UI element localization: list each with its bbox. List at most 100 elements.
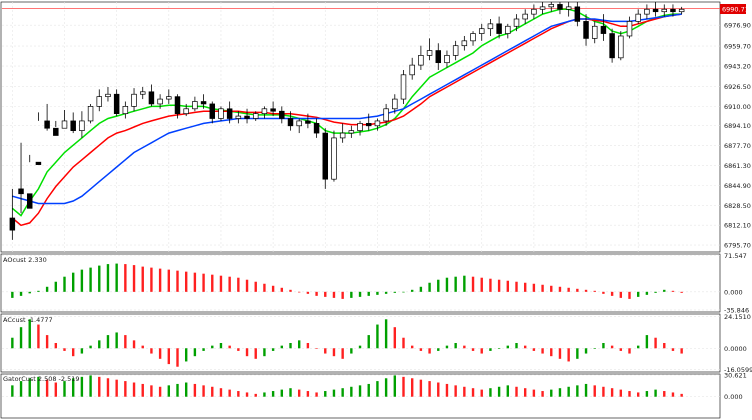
candle <box>87 106 94 122</box>
candle <box>226 108 233 119</box>
gator-bar <box>445 383 449 397</box>
gator-bar <box>202 385 205 397</box>
candle <box>426 50 433 56</box>
a-osc-label: ACcust -1.4777 <box>3 316 53 324</box>
a-osc-bar <box>237 348 240 351</box>
a-osc-bar <box>280 345 284 349</box>
a-osc-tick-label: -16.0599 <box>724 366 752 374</box>
gator-bar <box>141 383 144 397</box>
ac-osc-bar <box>98 265 101 292</box>
ac-osc-bar <box>115 263 118 292</box>
gator-bar <box>54 382 58 397</box>
candle <box>531 8 537 15</box>
ac-osc-bar <box>567 287 570 292</box>
ac-osc-bar <box>202 273 205 292</box>
a-osc-bar <box>184 348 188 362</box>
gator-bar <box>515 386 518 397</box>
candle <box>105 93 111 98</box>
ac-osc-bar <box>193 272 197 292</box>
ac-osc-bar <box>89 267 92 292</box>
gator-bar <box>576 385 579 397</box>
gator-bar <box>63 381 66 397</box>
pane-border-ac <box>0 253 721 313</box>
a-osc-bar <box>636 345 640 349</box>
a-osc-bar <box>645 335 649 349</box>
ac-osc-bar <box>523 282 527 292</box>
ac-osc-bar <box>280 287 284 292</box>
gator-bar <box>384 378 388 397</box>
ac-osc-bar <box>289 289 292 292</box>
gator-bar <box>628 391 631 397</box>
gator-bar <box>654 389 657 397</box>
price-tick-label: 6894.10 <box>724 122 751 130</box>
ac-osc-bar <box>332 291 336 298</box>
gator-bar <box>367 383 370 397</box>
a-osc-bar <box>358 345 362 349</box>
gator-bar <box>289 388 292 397</box>
a-osc-bar <box>384 319 388 349</box>
price-tick-label: 6910.00 <box>724 103 751 111</box>
gator-bar <box>463 386 466 397</box>
candle <box>270 108 276 112</box>
candle <box>26 193 33 209</box>
a-osc-bar <box>489 348 492 351</box>
candle <box>392 98 398 110</box>
a-osc-bar <box>523 345 527 349</box>
gator-bar <box>271 391 275 397</box>
ac-osc-bar <box>167 269 171 292</box>
gator-bar <box>523 388 527 397</box>
ac-osc-bar <box>393 291 397 293</box>
gator-bar <box>541 391 544 397</box>
candle <box>148 91 155 105</box>
a-osc-bar <box>445 345 449 349</box>
a-osc-bar <box>402 337 405 349</box>
candle <box>478 28 485 34</box>
candle <box>96 96 103 107</box>
candle <box>113 93 120 115</box>
ac-osc-bar <box>350 291 353 298</box>
gator-bar <box>636 392 640 397</box>
a-osc-bar <box>576 348 579 359</box>
a-osc-bar <box>63 348 66 351</box>
candle <box>470 33 476 42</box>
a-osc-bar <box>541 348 544 354</box>
gator-bar <box>402 376 405 397</box>
ac-osc-bar <box>315 291 318 296</box>
ac-osc-bar <box>219 275 223 292</box>
moving-average-lines <box>11 8 682 227</box>
a-osc-bar <box>176 348 179 367</box>
candle <box>400 74 407 100</box>
candle <box>70 120 76 131</box>
a-osc-bar <box>628 348 631 354</box>
gator-bar <box>106 378 110 397</box>
a-osc-bar <box>115 332 118 349</box>
ac-osc-bar <box>211 274 214 292</box>
ac-osc-bar <box>11 291 14 298</box>
a-osc-bar <box>324 348 327 354</box>
candle <box>505 25 511 34</box>
gator-bar <box>280 389 284 397</box>
candle <box>174 96 181 115</box>
candle <box>261 108 268 115</box>
gator-bar <box>550 389 553 397</box>
gator-bar <box>663 391 666 397</box>
gator-bar <box>71 378 75 397</box>
a-osc-bar <box>306 343 310 349</box>
candle <box>644 8 650 15</box>
ac-osc-bar <box>454 276 457 292</box>
gator-bar <box>228 389 231 397</box>
a-osc-bar <box>437 348 440 351</box>
a-osc-bar <box>54 343 58 349</box>
candle <box>139 91 146 95</box>
gator-bar <box>645 391 649 397</box>
price-tick-label: 6828.50 <box>724 202 751 210</box>
ac-osc-bar <box>419 286 423 292</box>
candle <box>626 21 633 37</box>
a-osc-bar <box>550 348 553 357</box>
gator-bar <box>254 393 257 397</box>
a-osc-bar <box>80 348 84 354</box>
ac-osc-bar <box>141 266 144 292</box>
ac-osc-bar <box>428 282 431 292</box>
ac-osc-bar <box>80 269 84 292</box>
gator-bar <box>176 383 179 397</box>
